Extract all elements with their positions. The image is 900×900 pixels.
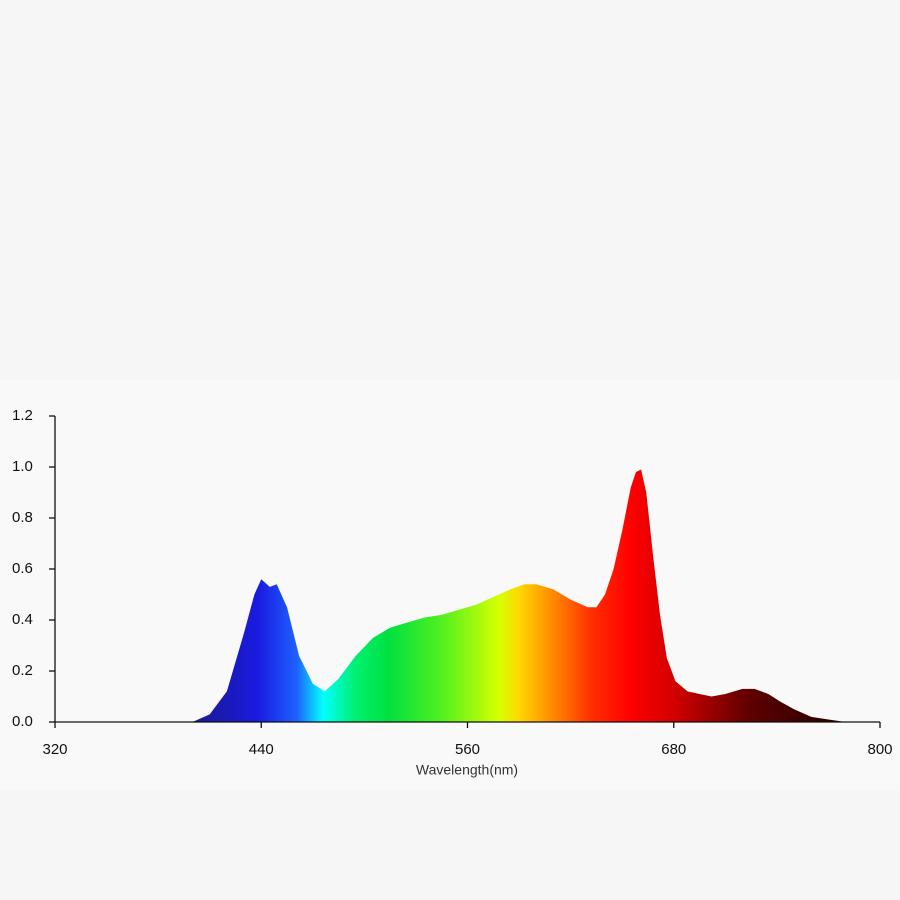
x-tick-label: 440 (249, 741, 274, 758)
x-tick-label: 560 (455, 741, 480, 758)
y-tick-label: 1.0 (12, 458, 33, 475)
spectrum-area (192, 469, 846, 722)
y-tick-label: 0.4 (12, 611, 33, 628)
y-tick-label: 0.8 (12, 509, 33, 526)
x-tick-label: 800 (867, 741, 892, 758)
x-axis-label: Wavelength(nm) (416, 762, 518, 778)
y-tick-label: 0.2 (12, 662, 33, 679)
x-tick-label: 680 (661, 741, 686, 758)
plot-panel (0, 380, 900, 790)
x-tick-label: 320 (42, 741, 67, 758)
y-tick-label: 1.2 (12, 407, 33, 424)
y-tick-label: 0.6 (12, 560, 33, 577)
y-tick-label: 0.0 (12, 713, 33, 730)
